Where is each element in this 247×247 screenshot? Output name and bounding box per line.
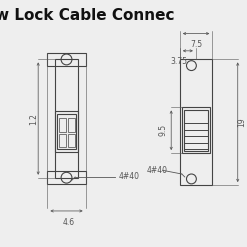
Bar <box>55 60 78 178</box>
Text: 19: 19 <box>238 118 247 127</box>
Bar <box>184 110 208 151</box>
Bar <box>55 111 78 152</box>
Bar <box>68 134 75 147</box>
Text: 4.6: 4.6 <box>63 218 75 227</box>
Bar <box>47 171 86 185</box>
Bar <box>68 118 75 132</box>
Text: 4#40: 4#40 <box>118 172 139 181</box>
Bar <box>57 114 76 149</box>
Text: w Lock Cable Connec: w Lock Cable Connec <box>0 8 175 23</box>
Bar <box>59 118 65 132</box>
Bar <box>180 60 212 185</box>
Text: 4#40: 4#40 <box>146 166 167 175</box>
Text: 9.5: 9.5 <box>158 124 167 136</box>
Text: 3.75: 3.75 <box>170 57 187 66</box>
Text: 1.2: 1.2 <box>29 113 38 124</box>
Bar <box>47 53 86 66</box>
Bar <box>59 134 65 147</box>
Text: 7.5: 7.5 <box>190 40 202 49</box>
Bar <box>182 107 210 153</box>
